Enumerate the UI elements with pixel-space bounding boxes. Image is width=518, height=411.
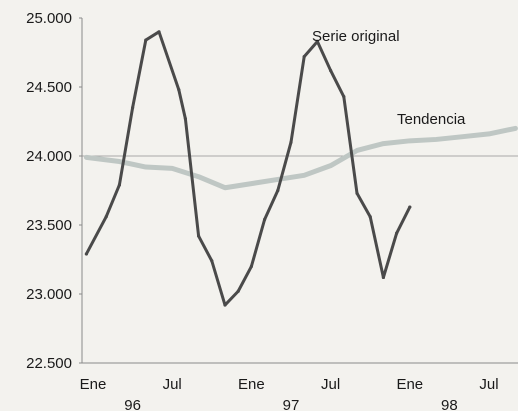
data-point (263, 217, 267, 222)
x-year-label: 97 (283, 397, 300, 411)
data-point (223, 303, 227, 307)
data-point (395, 231, 399, 235)
data-point (355, 191, 359, 195)
data-point (289, 140, 293, 144)
x-tick-label: Jul (479, 376, 498, 393)
data-point (131, 106, 135, 110)
y-tick-label: 24.500 (26, 79, 72, 96)
data-point (302, 55, 306, 59)
series-label-serie-original: Serie original (312, 28, 400, 45)
data-point (342, 95, 346, 99)
data-point (183, 117, 187, 121)
data-point (368, 215, 372, 219)
x-year-label: 96 (124, 397, 141, 411)
y-tick-label: 23.000 (26, 286, 72, 303)
x-tick-label: Ene (396, 376, 423, 393)
series-label-tendencia: Tendencia (397, 111, 466, 128)
x-tick-label: Ene (238, 376, 265, 393)
x-tick-label: Jul (321, 376, 340, 393)
data-point (329, 68, 333, 73)
y-tick-label: 23.500 (26, 217, 72, 234)
x-tick-label: Jul (163, 376, 182, 393)
data-point (117, 183, 121, 187)
data-point (236, 289, 240, 293)
data-point (381, 275, 385, 280)
data-point (197, 234, 201, 238)
data-point (210, 259, 214, 263)
data-point (104, 215, 108, 219)
data-point (249, 264, 253, 268)
y-tick-label: 24.000 (26, 148, 72, 165)
series-line-tendencia (83, 125, 518, 191)
data-point (157, 30, 161, 34)
x-year-label: 98 (441, 397, 458, 411)
data-point (144, 38, 148, 42)
y-tick-label: 25.000 (26, 10, 72, 27)
data-point (276, 188, 280, 193)
data-point (315, 39, 319, 44)
y-tick-label: 22.500 (26, 355, 72, 372)
data-point (84, 252, 88, 256)
data-point (177, 88, 181, 92)
data-point (408, 205, 412, 209)
x-tick-label: Ene (80, 376, 107, 393)
